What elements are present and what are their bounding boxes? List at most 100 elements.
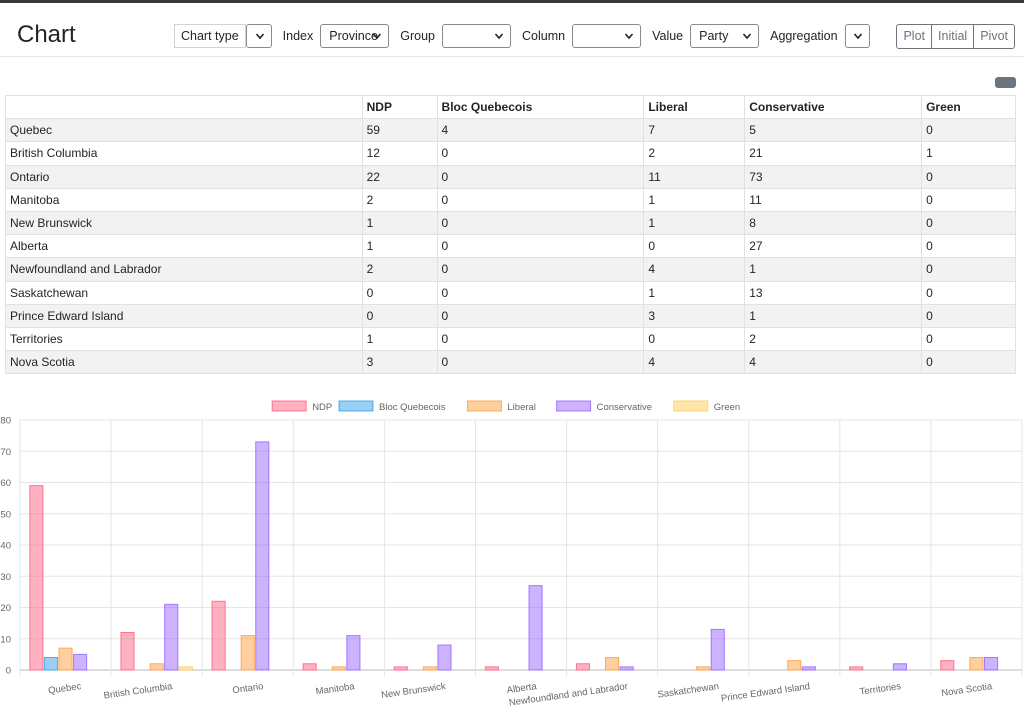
legend-swatch — [271, 400, 307, 412]
column-select[interactable] — [572, 24, 642, 48]
value-cell: 0 — [921, 210, 1016, 236]
province-cell: Quebec — [5, 118, 363, 143]
bar-liberal — [58, 647, 73, 671]
y-tick-label: 0 — [6, 666, 11, 677]
x-tick-label: Nova Scotia — [941, 681, 994, 699]
legend-label: NDP — [312, 402, 332, 413]
bar-ndp — [484, 666, 499, 671]
aggregation-select[interactable] — [844, 24, 870, 48]
value-cell: 1 — [361, 210, 438, 236]
chevron-down-icon — [373, 33, 382, 40]
table-row: Prince Edward Island 0 0 3 1 0 — [5, 303, 1016, 328]
province-cell: British Columbia — [5, 141, 363, 166]
bar-conservative — [255, 441, 270, 671]
value-cell: 8 — [744, 210, 923, 236]
value-cell: 0 — [361, 280, 438, 305]
navbar: Chart Chart type Index Province Group Co… — [0, 3, 1024, 57]
legend-label: Green — [714, 402, 740, 413]
value-cell: 0 — [921, 280, 1016, 305]
table-header-row: NDP Bloc Quebecois Liberal Conservative … — [5, 94, 1016, 120]
bar-ndp — [211, 600, 226, 671]
value-cell: 1 — [744, 303, 923, 328]
value-cell: 0 — [436, 350, 645, 375]
bar-ndp — [393, 666, 408, 671]
index-label: Index — [275, 24, 321, 48]
column-header: Bloc Quebecois — [436, 94, 645, 120]
x-tick-label: Quebec — [47, 681, 82, 697]
province-cell: Alberta — [5, 234, 363, 259]
x-tick-label: British Columbia — [103, 681, 174, 702]
province-cell: Nova Scotia — [5, 350, 363, 375]
value-cell: 12 — [361, 141, 438, 166]
province-cell: Manitoba — [5, 187, 363, 212]
legend-swatch — [338, 400, 374, 412]
index-select-value: Province — [329, 29, 378, 43]
province-cell: Newfoundland and Labrador — [5, 257, 363, 282]
value-cell: 22 — [361, 164, 438, 189]
province-cell: Prince Edward Island — [5, 303, 363, 328]
aggregation-label: Aggregation — [763, 24, 845, 48]
y-tick-label: 20 — [0, 603, 11, 614]
column-header — [5, 94, 363, 120]
value-cell: 7 — [643, 118, 746, 143]
value-cell: 0 — [921, 187, 1016, 212]
data-table: NDP Bloc Quebecois Liberal Conservative … — [5, 94, 1016, 375]
x-tick-label: Territories — [859, 681, 902, 698]
initial-button[interactable]: Initial — [931, 24, 975, 49]
group-select[interactable] — [442, 24, 512, 48]
chart-container: 0 10 20 30 40 50 60 70 80 Quebec British Columbia O… — [0, 395, 1024, 721]
value-cell: 1 — [744, 257, 923, 282]
value-cell: 0 — [436, 326, 645, 352]
value-cell: 0 — [921, 234, 1016, 259]
value-cell: 0 — [436, 187, 645, 212]
y-tick-label: 60 — [0, 478, 11, 489]
chevron-down-icon — [743, 33, 752, 40]
x-tick-label: Manitoba — [315, 681, 356, 697]
value-select[interactable]: Party — [690, 24, 760, 48]
bar-conservative — [710, 628, 725, 671]
value-cell: 3 — [643, 303, 746, 328]
value-cell: 3 — [361, 350, 438, 375]
table-row: Ontario 22 0 11 73 0 — [5, 164, 1016, 189]
pivot-button[interactable]: Pivot — [973, 24, 1015, 49]
value-cell: 5 — [744, 118, 923, 143]
bar-conservative — [619, 666, 634, 671]
bar-ndp — [849, 666, 864, 671]
value-cell: 11 — [643, 164, 746, 189]
index-select[interactable]: Province — [320, 24, 390, 48]
table-row: Alberta 1 0 0 27 0 — [5, 234, 1016, 259]
bar-ndp — [29, 485, 44, 671]
chart-type-select[interactable] — [245, 24, 272, 48]
bar-ndp — [120, 632, 135, 671]
column-header: Conservative — [744, 94, 923, 120]
value-cell: 4 — [744, 350, 923, 375]
value-select-value: Party — [699, 29, 729, 43]
bar-conservative — [892, 663, 907, 671]
value-cell: 0 — [921, 118, 1016, 143]
page-title: Chart — [17, 21, 76, 48]
bar-conservative — [528, 585, 543, 671]
bar-conservative — [437, 644, 452, 671]
column-label: Column — [515, 24, 573, 48]
value-cell: 0 — [921, 257, 1016, 282]
province-cell: New Brunswick — [5, 210, 363, 236]
bar-liberal — [969, 657, 984, 671]
province-cell: Territories — [5, 326, 363, 352]
bar-liberal — [240, 635, 255, 671]
toggle-button[interactable] — [995, 77, 1016, 88]
chevron-down-icon — [624, 33, 634, 40]
value-cell: 0 — [436, 234, 645, 259]
window-top-border — [0, 0, 1024, 3]
bar-liberal — [331, 666, 346, 671]
bar-liberal — [422, 666, 437, 671]
x-tick-label: Saskatchewan — [657, 681, 720, 700]
plot-button[interactable]: Plot — [896, 24, 933, 49]
bar-conservative — [983, 657, 999, 671]
y-tick-label: 30 — [0, 572, 11, 583]
value-cell: 1 — [643, 187, 746, 212]
bar-liberal — [696, 666, 711, 671]
bar-conservative — [801, 666, 816, 671]
x-tick-label: New Brunswick — [380, 681, 446, 701]
y-tick-label: 10 — [0, 634, 11, 645]
x-tick-label: Alberta — [506, 681, 538, 696]
